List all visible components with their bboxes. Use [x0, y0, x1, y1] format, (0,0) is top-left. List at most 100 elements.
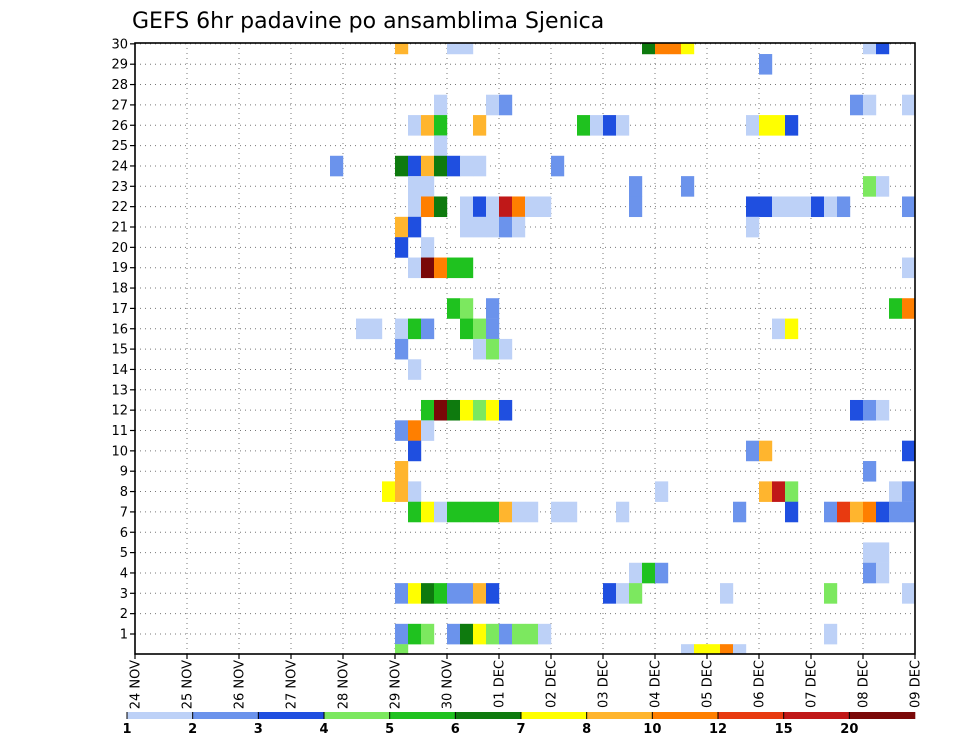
heatmap-cell: [525, 196, 539, 218]
heatmap-cell: [876, 542, 890, 563]
legend-label: 2: [188, 722, 197, 737]
heatmap-cell: [616, 583, 630, 604]
heatmap-cell: [785, 481, 799, 502]
x-tick-label: 02 DEC: [545, 660, 560, 708]
heatmap-cell: [421, 115, 435, 136]
heatmap-cell: [759, 440, 773, 462]
heatmap-cell: [863, 399, 877, 421]
y-tick-label: 30: [111, 37, 128, 52]
heatmap-cell: [759, 54, 773, 75]
heatmap-cell: [577, 115, 591, 136]
heatmap-cell: [616, 501, 630, 523]
legend-swatch: [652, 712, 719, 719]
x-tick-label: 30 NOV: [441, 660, 456, 709]
y-tick-label: 6: [120, 526, 128, 541]
heatmap-cell: [655, 562, 669, 584]
heatmap-cell: [759, 115, 773, 136]
heatmap-cell: [603, 583, 617, 604]
heatmap-cell: [369, 318, 383, 340]
heatmap-cell: [525, 623, 539, 645]
legend-swatch: [389, 712, 456, 719]
heatmap-cell: [486, 216, 500, 238]
heatmap-cell: [772, 481, 786, 502]
heatmap-cell: [824, 501, 838, 523]
heatmap-cell: [538, 623, 552, 645]
legend-label: 12: [709, 722, 727, 737]
heatmap-cell: [499, 501, 513, 523]
y-tick-label: 26: [111, 119, 128, 134]
heatmap-cell: [499, 399, 513, 421]
x-tick-label: 08 DEC: [857, 660, 872, 708]
heatmap-cell: [902, 440, 916, 462]
heatmap-cell: [408, 583, 422, 604]
heatmap-cell: [447, 43, 461, 55]
heatmap-cell: [473, 196, 487, 218]
heatmap-cell: [876, 43, 890, 55]
legend-swatch: [849, 712, 916, 719]
x-tick-label: 28 NOV: [337, 660, 352, 709]
heatmap-cell: [460, 155, 474, 177]
heatmap-cell: [863, 542, 877, 563]
heatmap-cell: [473, 155, 487, 177]
heatmap-cell: [434, 399, 448, 421]
heatmap-cell: [395, 338, 409, 360]
legend-label: 5: [385, 722, 394, 737]
y-tick-label: 2: [120, 607, 128, 622]
y-tick-label: 17: [111, 302, 128, 317]
heatmap-cell: [850, 501, 864, 523]
heatmap-cell: [759, 196, 773, 218]
heatmap-cell: [603, 115, 617, 136]
heatmap-cell: [408, 420, 422, 441]
x-tick-label: 07 DEC: [805, 660, 820, 708]
heatmap-cell: [902, 257, 916, 279]
heatmap-cell: [408, 501, 422, 523]
heatmap-cell: [330, 155, 344, 177]
heatmap-cell: [746, 440, 760, 462]
x-tick-label: 01 DEC: [493, 660, 508, 708]
y-tick-label: 25: [111, 139, 128, 154]
heatmap-cell: [421, 501, 435, 523]
heatmap-cell: [902, 298, 916, 319]
heatmap-cell: [642, 562, 656, 584]
x-tick-label: 09 DEC: [909, 660, 924, 708]
heatmap-cell: [421, 196, 435, 218]
heatmap-cell: [460, 196, 474, 218]
y-tick-label: 23: [111, 180, 128, 195]
heatmap-cell: [473, 115, 487, 136]
heatmap-cell: [551, 155, 565, 177]
legend-label: 3: [254, 722, 263, 737]
legend-label: 7: [516, 722, 525, 737]
heatmap-cell: [434, 115, 448, 136]
heatmap-cell: [395, 155, 409, 177]
legend-label: 6: [451, 722, 460, 737]
heatmap-cell: [395, 420, 409, 441]
heatmap-cell: [473, 583, 487, 604]
y-tick-label: 10: [111, 444, 128, 459]
heatmap-cell: [473, 501, 487, 523]
x-tick-label: 27 NOV: [285, 660, 300, 709]
legend-swatch: [783, 712, 850, 719]
legend-swatch: [192, 712, 259, 719]
heatmap-cell: [395, 481, 409, 502]
heatmap-cell: [733, 644, 747, 655]
color-legend: 1 2 3 4 5 6 7 8 10 12 15 20: [122, 712, 916, 737]
heatmap-cell: [512, 623, 526, 645]
heatmap-cell: [785, 196, 799, 218]
heatmap-cell: [408, 318, 422, 340]
heatmap-cell: [486, 583, 500, 604]
heatmap-cell: [460, 257, 474, 279]
x-tick-label: 04 DEC: [649, 660, 664, 708]
heatmap-cell: [473, 338, 487, 360]
heatmap-cell: [486, 196, 500, 218]
heatmap-cell: [434, 94, 448, 116]
heatmap-cell: [720, 583, 734, 604]
heatmap-cell: [421, 155, 435, 177]
heatmap-cell: [824, 623, 838, 645]
y-tick-label: 29: [111, 58, 128, 73]
heatmap-cell: [681, 644, 695, 655]
y-tick-label: 9: [120, 465, 128, 480]
y-tick-label: 14: [111, 363, 128, 378]
heatmap-cell: [447, 257, 461, 279]
heatmap-cell: [421, 420, 435, 441]
